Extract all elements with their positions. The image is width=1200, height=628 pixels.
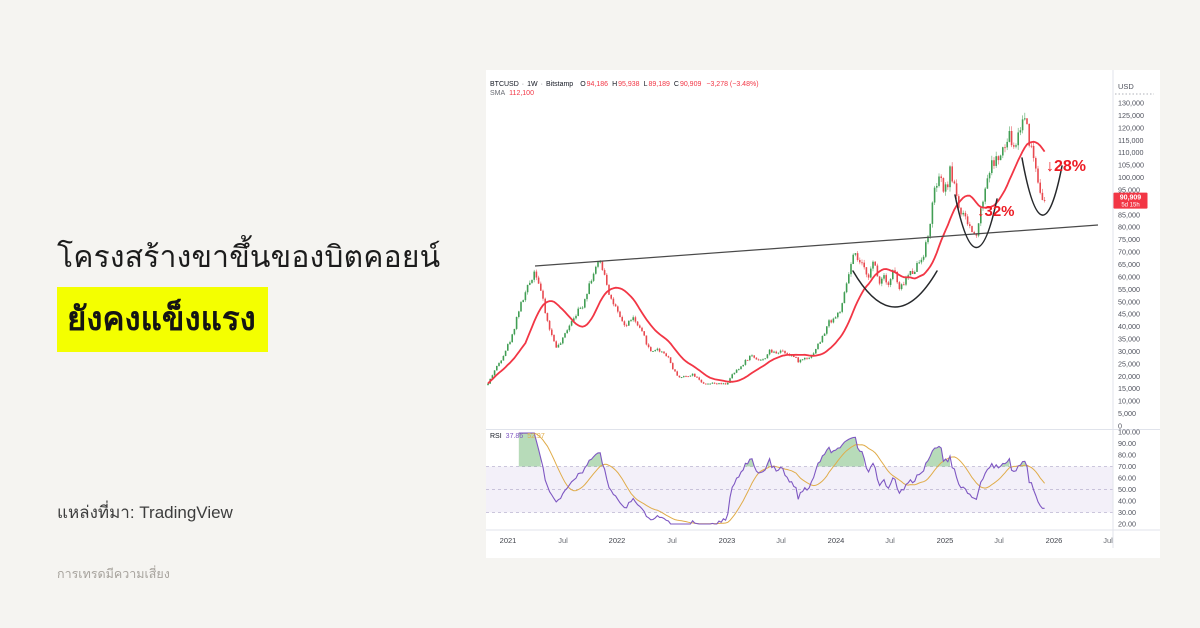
time-tick: Jul: [1103, 536, 1113, 545]
rsi-overbought-fill: [518, 433, 541, 467]
risk-disclaimer: การเทรดมีความเสี่ยง: [57, 567, 170, 581]
price-tick: 0: [1118, 422, 1122, 431]
time-tick: Jul: [667, 536, 677, 545]
rsi-tick: 70.00: [1118, 462, 1136, 471]
price-tick: 105,000: [1118, 161, 1144, 170]
price-tick: 125,000: [1118, 111, 1144, 120]
rsi-tick: 90.00: [1118, 439, 1136, 448]
time-tick: Jul: [776, 536, 786, 545]
headline-line1: โครงสร้างขาขึ้นของบิตคอยน์: [57, 241, 441, 274]
price-tick: 115,000: [1118, 136, 1143, 145]
sma-line: [487, 140, 1046, 385]
drop-annotation: ↓32%: [977, 203, 1015, 220]
bar-countdown: 5d 15h: [1121, 203, 1139, 209]
trendline: [534, 224, 1099, 267]
price-tick: 120,000: [1118, 123, 1144, 132]
rsi-tick: 80.00: [1118, 451, 1136, 460]
time-tick: 2024: [828, 536, 845, 545]
rsi-overbought-fill: [1000, 458, 1010, 467]
rsi-tick: 60.00: [1118, 474, 1136, 483]
rsi-tick: 50.00: [1118, 485, 1136, 494]
price-tick: 35,000: [1118, 335, 1140, 344]
price-tick: 100,000: [1118, 173, 1144, 182]
headline-block: โครงสร้างขาขึ้นของบิตคอยน์ ยังคงแข็งแรง: [57, 238, 467, 352]
sma-legend: SMA 112,100: [490, 90, 534, 97]
price-tick: 65,000: [1118, 260, 1140, 269]
symbol-legend: BTCUSD · 1W · Bitstamp O94,186 H95,938 L89,189 C…: [490, 81, 759, 88]
price-tick: 30,000: [1118, 347, 1140, 356]
rsi-tick: 40.00: [1118, 497, 1136, 506]
rsi-overbought-fill: [925, 446, 950, 467]
price-tick: 95,000: [1118, 185, 1140, 194]
time-tick: 2023: [719, 536, 736, 545]
price-tick: 80,000: [1118, 223, 1140, 232]
price-tick: 40,000: [1118, 322, 1140, 331]
candle-bodies: [487, 118, 1046, 386]
rsi-overbought-fill: [587, 452, 603, 467]
rsi-tick: 30.00: [1118, 508, 1136, 517]
rsi-legend: RSI 37.86 52.97: [490, 433, 545, 440]
rsi-tick: 20.00: [1118, 520, 1136, 529]
price-tick: 20,000: [1118, 372, 1140, 381]
last-price-label: [1113, 192, 1148, 209]
time-tick: 2022: [609, 536, 626, 545]
price-tick: 5,000: [1118, 409, 1136, 418]
rsi-line: [518, 432, 1045, 525]
time-tick: Jul: [885, 536, 895, 545]
time-tick: 2025: [937, 536, 954, 545]
chart-card-bg: [486, 70, 1160, 558]
price-tick: 10,000: [1118, 397, 1140, 406]
last-price-value: 90,909: [1120, 195, 1142, 202]
rounding-arc-2: [954, 194, 998, 249]
drop-annotation: ↓28%: [1046, 158, 1086, 175]
time-tick: Jul: [558, 536, 568, 545]
price-tick: 50,000: [1118, 297, 1140, 306]
time-tick: 2021: [500, 536, 517, 545]
rounding-arc-1: [852, 270, 938, 308]
rounding-arc-3: [1021, 157, 1063, 216]
rsi-tick: 100.00: [1118, 428, 1140, 437]
price-tick: 15,000: [1118, 384, 1140, 393]
price-tick: 110,000: [1118, 148, 1143, 157]
headline-line2-highlighted: ยังคงแข็งแรง: [57, 287, 268, 352]
price-tick: 130,000: [1118, 99, 1144, 108]
price-tick: 75,000: [1118, 235, 1140, 244]
source-label: แหล่งที่มา: TradingView: [57, 503, 233, 522]
price-tick: 25,000: [1118, 359, 1140, 368]
price-tick: 55,000: [1118, 285, 1140, 294]
price-tick: 60,000: [1118, 272, 1140, 281]
rsi-overbought-fill: [818, 437, 865, 467]
price-axis-unit: USD: [1118, 82, 1134, 91]
price-tick: 70,000: [1118, 248, 1140, 257]
time-tick: 2026: [1046, 536, 1063, 545]
price-tick: 45,000: [1118, 310, 1140, 319]
time-tick: Jul: [994, 536, 1004, 545]
price-tick: 85,000: [1118, 210, 1140, 219]
